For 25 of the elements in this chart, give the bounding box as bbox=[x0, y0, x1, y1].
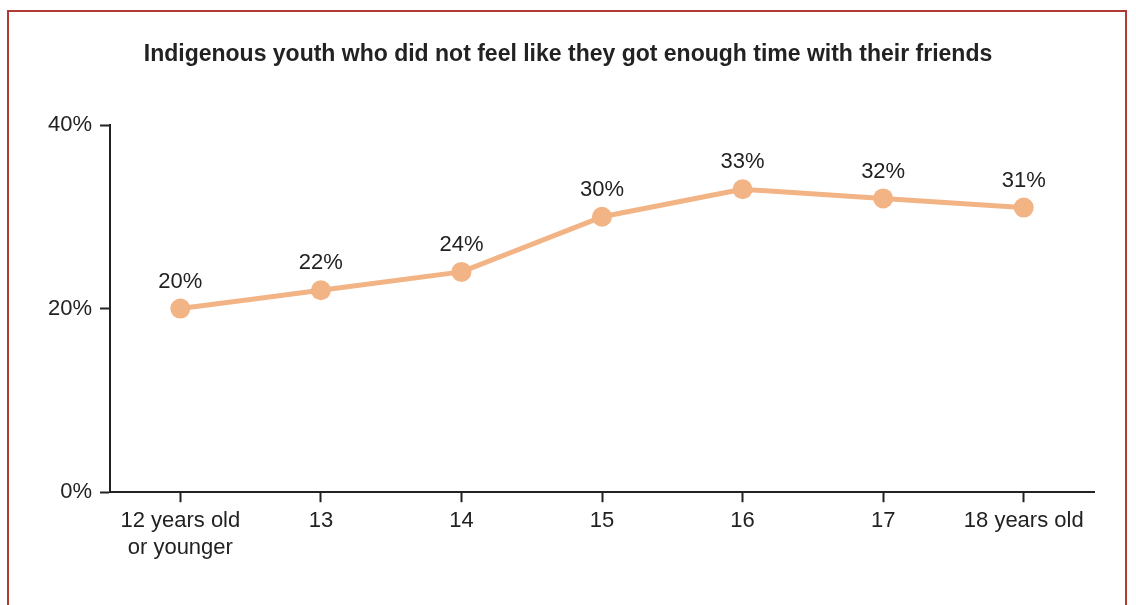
data-label: 24% bbox=[439, 230, 484, 256]
point bbox=[732, 179, 753, 200]
point bbox=[873, 188, 894, 209]
y-tick-label: 0% bbox=[60, 478, 93, 504]
data-label: 33% bbox=[720, 148, 765, 174]
point bbox=[1013, 197, 1034, 218]
x-tick-label: 13 bbox=[308, 507, 334, 533]
point bbox=[451, 261, 472, 282]
x-tick-label: 16 bbox=[730, 507, 755, 533]
point bbox=[170, 298, 191, 319]
data-label: 22% bbox=[298, 249, 343, 275]
chart-title: Indigenous youth who did not feel like they got enough time with their friends bbox=[142, 40, 994, 67]
point bbox=[592, 206, 613, 227]
y-tick-label: 20% bbox=[47, 294, 93, 320]
data-label: 30% bbox=[579, 175, 625, 201]
y-tick-label: 40% bbox=[47, 111, 93, 137]
data-label: 31% bbox=[1001, 166, 1046, 192]
point bbox=[310, 280, 331, 301]
x-tick-label: 12 years old or younger bbox=[120, 507, 241, 559]
data-label: 20% bbox=[158, 267, 203, 293]
x-tick-label: 14 bbox=[449, 507, 474, 533]
x-tick-label: 15 bbox=[589, 507, 615, 533]
x-tick-label: 18 years old bbox=[963, 507, 1084, 533]
data-label: 32% bbox=[861, 157, 906, 183]
x-tick-label: 17 bbox=[870, 507, 896, 533]
